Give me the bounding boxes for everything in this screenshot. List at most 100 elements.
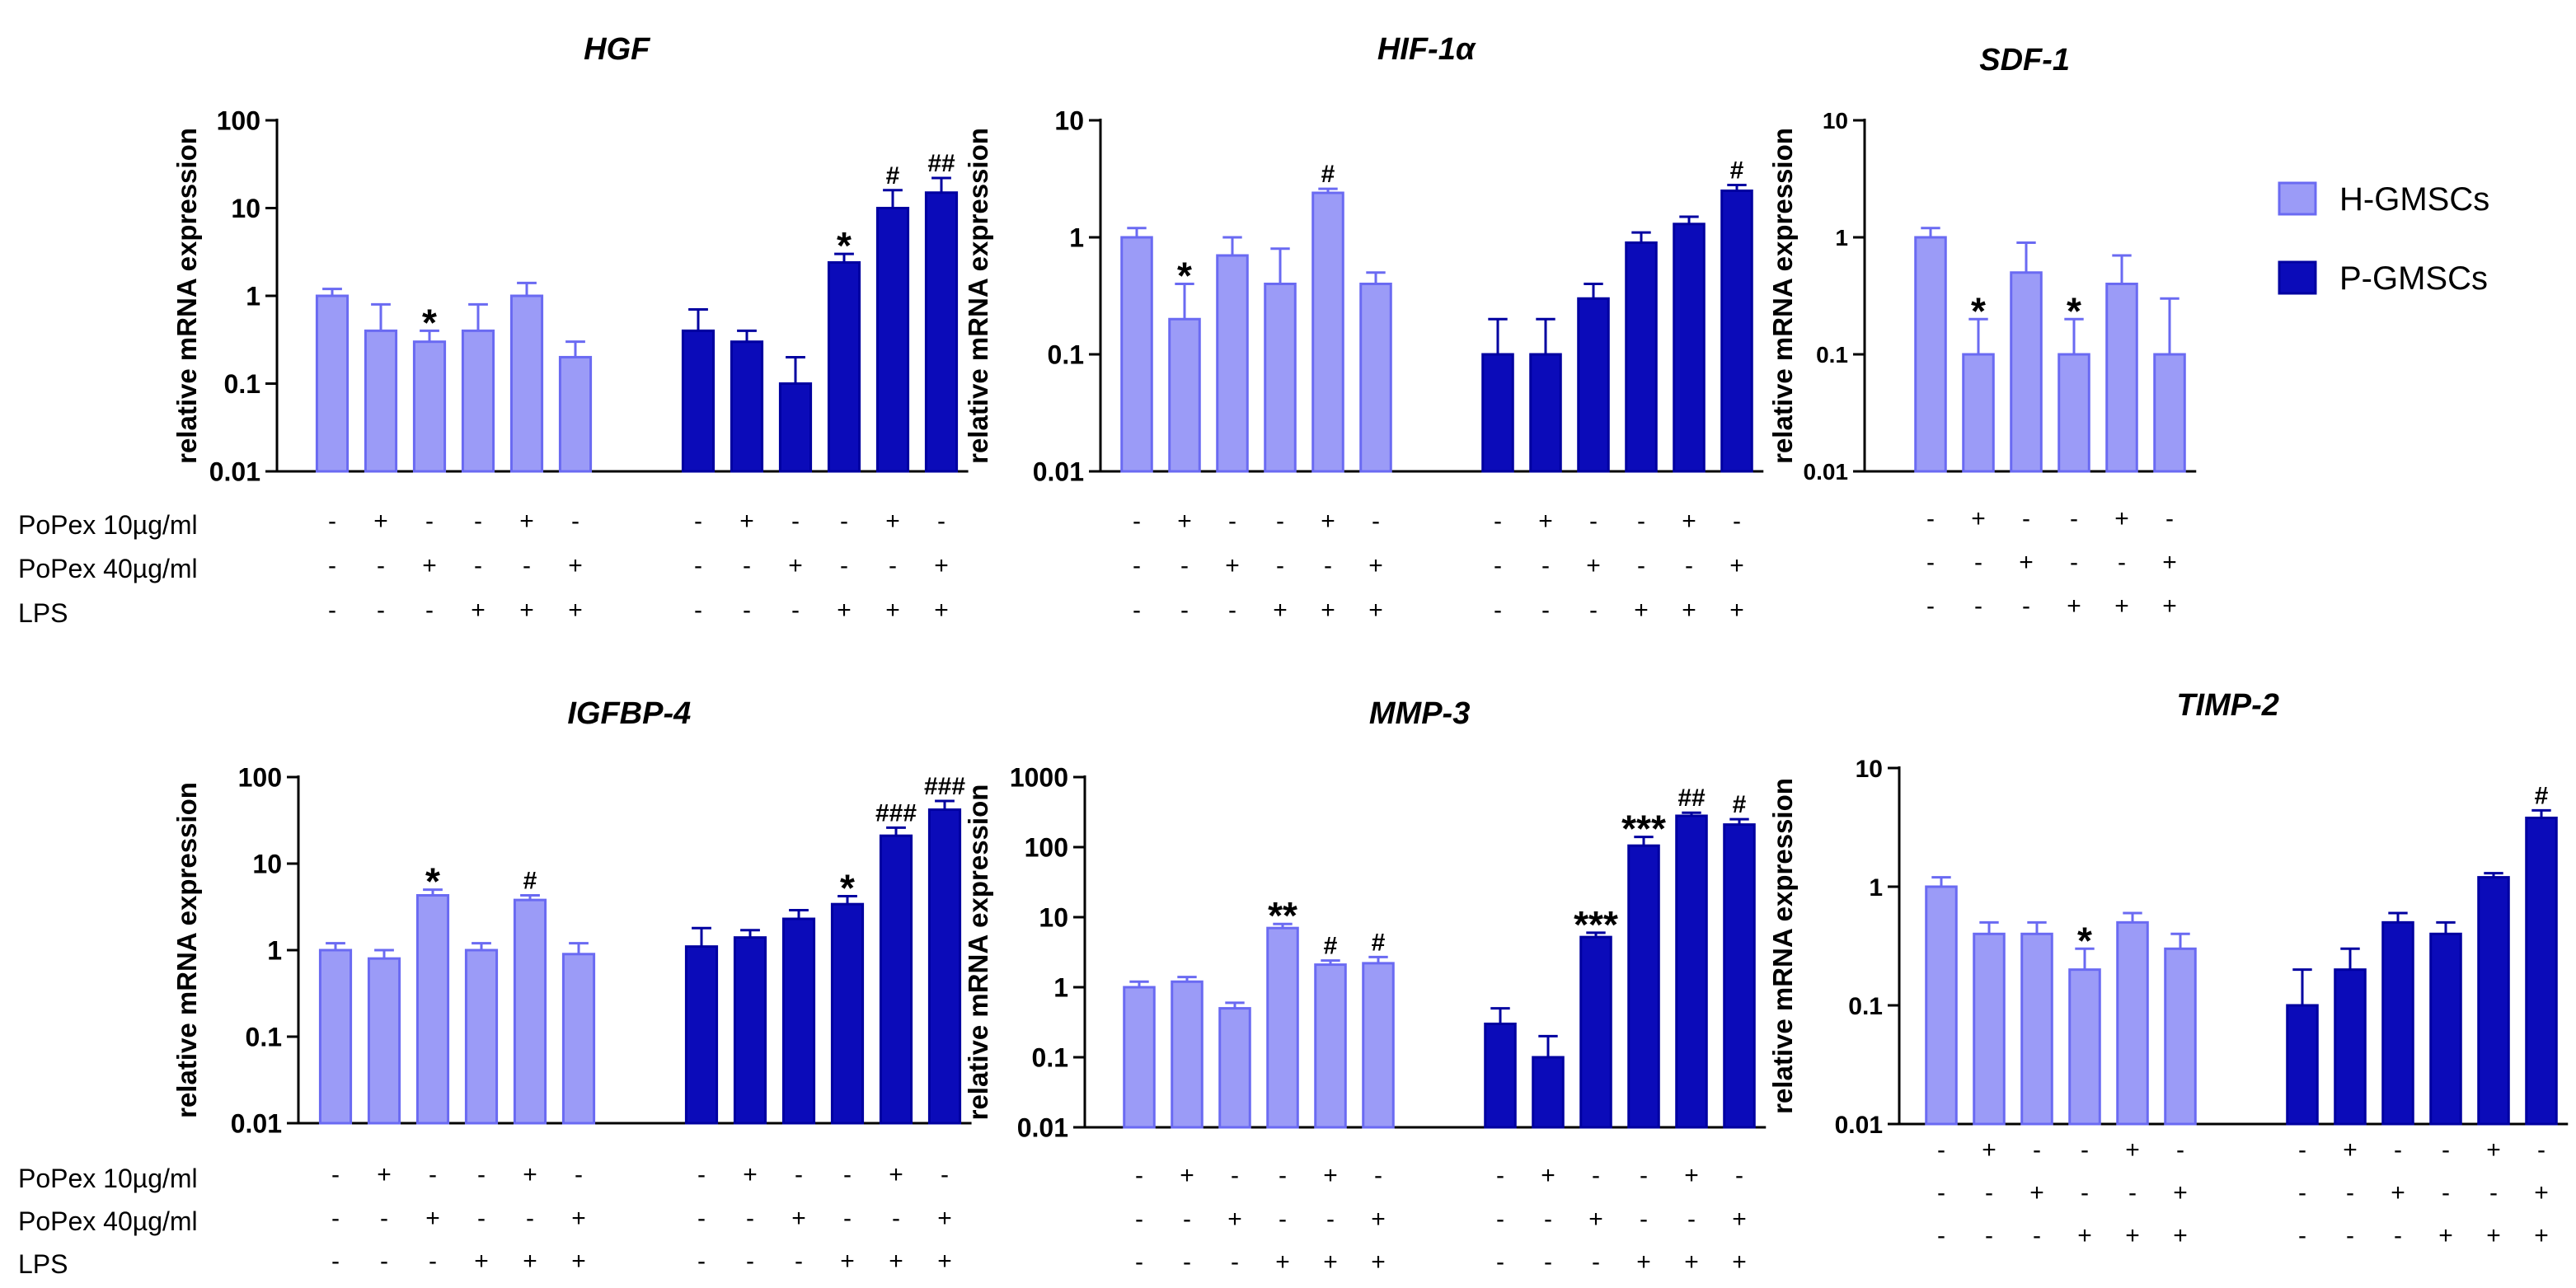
significance-label: *: [425, 860, 440, 903]
condition-sign: -: [1228, 508, 1236, 535]
significance-label: #: [2535, 782, 2549, 809]
condition-sign: -: [1180, 552, 1189, 579]
significance-label: *: [422, 301, 437, 344]
condition-sign: -: [328, 508, 336, 535]
condition-sign: -: [1937, 1179, 1945, 1206]
condition-sign: +: [1227, 1206, 1242, 1233]
significance-label: #: [1324, 933, 1338, 960]
condition-sign: -: [1135, 1248, 1143, 1276]
y-axis-label: relative mRNA expression: [1767, 778, 1798, 1114]
condition-label-popex-10-bottom: PoPex 10µg/ml: [18, 1164, 198, 1193]
chart-title: IGFBP-4: [567, 696, 691, 731]
bar: [2334, 968, 2367, 1126]
bar: [1914, 236, 1947, 473]
condition-sign: -: [1276, 552, 1284, 579]
condition-sign: -: [2022, 592, 2030, 620]
bar: [513, 898, 547, 1125]
chart-title: TIMP-2: [2176, 688, 2279, 723]
condition-sign: -: [328, 552, 336, 579]
y-tick-label: 10: [252, 850, 282, 879]
y-tick-label: 0.01: [231, 1109, 282, 1139]
condition-sign: -: [1374, 1162, 1382, 1189]
bar: [1577, 297, 1610, 473]
condition-sign: +: [791, 1205, 806, 1232]
condition-sign: -: [1640, 1162, 1648, 1189]
condition-sign: -: [328, 597, 336, 624]
bar: [2010, 271, 2043, 473]
condition-sign: +: [2173, 1222, 2188, 1249]
condition-sign: -: [1541, 597, 1550, 624]
condition-sign: -: [1974, 549, 1982, 576]
condition-sign: -: [1640, 1206, 1648, 1233]
condition-sign: -: [526, 1205, 534, 1232]
bar: [1720, 189, 1753, 473]
condition-sign: -: [791, 597, 800, 624]
y-tick-label: 100: [1025, 833, 1068, 863]
condition-sign: -: [840, 508, 848, 535]
condition-sign: -: [697, 1205, 706, 1232]
bar: [733, 936, 767, 1125]
condition-sign: -: [795, 1161, 803, 1188]
condition-sign: +: [1636, 1248, 1651, 1276]
bar: [1218, 1007, 1251, 1129]
y-tick-label: 0.01: [1017, 1113, 1068, 1143]
bar: [778, 382, 813, 473]
bar: [1532, 1056, 1565, 1129]
significance-label: #: [886, 162, 900, 190]
bar: [1314, 963, 1347, 1129]
condition-sign: +: [885, 597, 900, 624]
condition-label-popex-40-top: PoPex 40µg/ml: [18, 554, 198, 583]
y-tick-label: 0.01: [1033, 457, 1084, 487]
condition-sign: +: [840, 1248, 855, 1275]
condition-sign: -: [1279, 1206, 1287, 1233]
bar: [1973, 932, 2006, 1126]
condition-sign: -: [2346, 1222, 2354, 1249]
bar: [879, 834, 913, 1125]
condition-sign: -: [1926, 549, 1935, 576]
y-axis-label: relative mRNA expression: [171, 128, 202, 464]
condition-sign: -: [1974, 592, 1982, 620]
significance-label: ##: [927, 150, 955, 177]
condition-sign: +: [2534, 1222, 2549, 1249]
condition-sign: +: [2486, 1136, 2501, 1164]
condition-sign: +: [1682, 597, 1696, 624]
condition-sign: +: [1180, 1162, 1194, 1189]
condition-sign: +: [1588, 1206, 1603, 1233]
condition-sign: +: [1371, 1206, 1386, 1233]
condition-sign: +: [1368, 552, 1383, 579]
condition-sign: -: [2442, 1136, 2450, 1164]
condition-sign: +: [2077, 1222, 2092, 1249]
y-tick-label: 0.1: [1048, 340, 1084, 370]
condition-sign: -: [1926, 505, 1935, 532]
condition-sign: -: [425, 597, 434, 624]
condition-sign: +: [523, 1248, 537, 1275]
significance-label: #: [1372, 929, 1386, 956]
bar: [681, 329, 716, 473]
condition-sign: -: [1735, 1162, 1743, 1189]
legend-swatch-h-gmscs: [2278, 181, 2317, 216]
condition-sign: +: [2162, 549, 2177, 576]
y-axis-label: relative mRNA expression: [171, 782, 202, 1118]
bar: [2058, 353, 2090, 473]
condition-sign: -: [1985, 1222, 1993, 1249]
condition-sign: +: [1273, 597, 1288, 624]
significance-label: ***: [1621, 808, 1666, 850]
condition-sign: -: [694, 508, 702, 535]
bar: [318, 948, 353, 1125]
bar: [684, 945, 719, 1125]
condition-sign: +: [474, 1248, 489, 1275]
legend-label-p-gmscs: P-GMSCs: [2339, 260, 2488, 297]
y-tick-label: 1: [267, 936, 282, 966]
condition-sign: -: [477, 1205, 486, 1232]
condition-sign: +: [519, 597, 534, 624]
significance-label: ###: [875, 799, 917, 827]
condition-sign: -: [1231, 1248, 1239, 1276]
y-tick-label: 1000: [1010, 763, 1068, 793]
chart-title: SDF-1: [1979, 43, 2070, 77]
condition-sign: -: [2442, 1179, 2450, 1206]
condition-sign: +: [2486, 1222, 2501, 1249]
condition-sign: -: [2070, 505, 2078, 532]
condition-sign: +: [1177, 508, 1192, 535]
